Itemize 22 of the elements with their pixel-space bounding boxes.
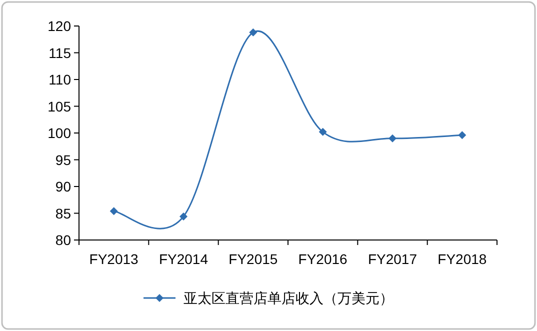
point (388, 134, 396, 142)
point (180, 212, 188, 220)
x-tick-label: FY2015 (228, 251, 278, 267)
x-tick-label: FY2017 (368, 251, 418, 267)
y-tick-label: 85 (55, 205, 72, 222)
x-tick-label: FY2018 (438, 251, 487, 267)
legend-label: 亚太区直营店单店收入（万美元） (184, 290, 394, 306)
y-tick-label: 105 (48, 98, 72, 114)
point (110, 207, 118, 216)
point (249, 28, 258, 36)
x-tick-label: FY2014 (158, 251, 208, 267)
point (458, 131, 466, 140)
y-tick-label: 110 (48, 72, 72, 88)
y-tick-label: 90 (55, 178, 72, 194)
point (318, 128, 327, 136)
y-tick-label: 120 (48, 18, 72, 34)
y-tick-label: 80 (55, 232, 72, 248)
x-tick-label: FY2013 (89, 251, 139, 267)
x-tick-label: FY2016 (298, 251, 348, 267)
y-tick-label: 100 (48, 125, 72, 141)
y-tick-label: 95 (55, 152, 72, 168)
y-tick-label: 115 (48, 44, 72, 61)
